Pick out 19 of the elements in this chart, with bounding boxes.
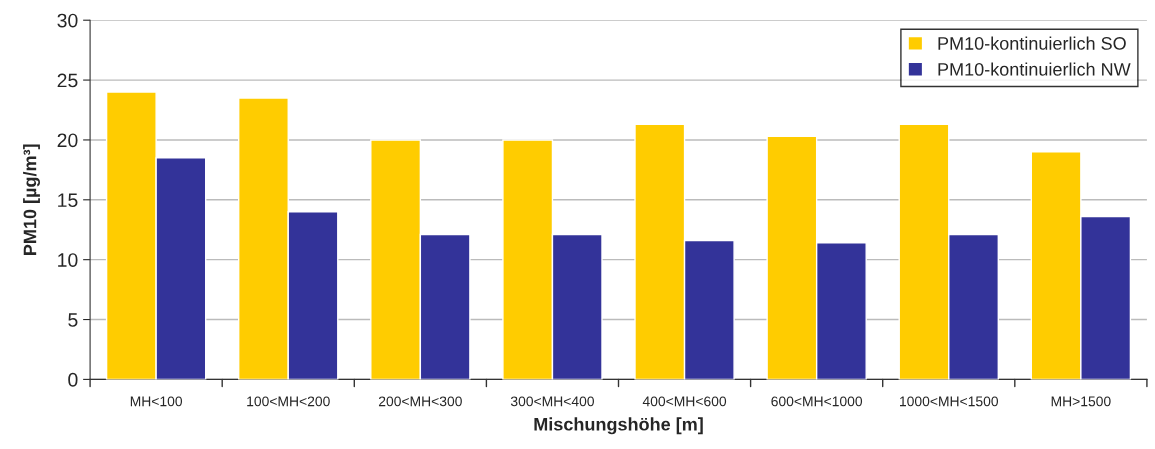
y-tick-label: 0 [68,372,78,387]
x-tick-label: 100<MH<200 [247,396,330,407]
x-tick-label: 1000<MH<1500 [900,396,999,407]
x-tick-label: 300<MH<400 [510,396,594,407]
x-axis-title: Mischungshöhe [m] [534,417,703,435]
x-tick-label: MH<100 [130,396,183,407]
legend-label: PM10-kontinuierlich SO [938,36,1126,50]
x-tick-label: MH>1500 [1051,396,1111,407]
y-tick-label: 5 [68,313,78,327]
y-tick-label: 15 [58,193,78,208]
y-axis-title: PM10 [µg/m³] [23,144,40,255]
y-tick-label: 20 [57,133,78,148]
y-tick-label: 30 [57,13,78,28]
y-tick-label: 10 [58,253,78,267]
x-tick-label: 600<MH<1000 [771,396,863,407]
y-tick-label: 25 [57,73,78,88]
x-tick-label: 200<MH<300 [378,396,462,407]
x-tick-label: 400<MH<600 [642,396,727,407]
legend-label: PM10-kontinuierlich NW [938,62,1131,76]
